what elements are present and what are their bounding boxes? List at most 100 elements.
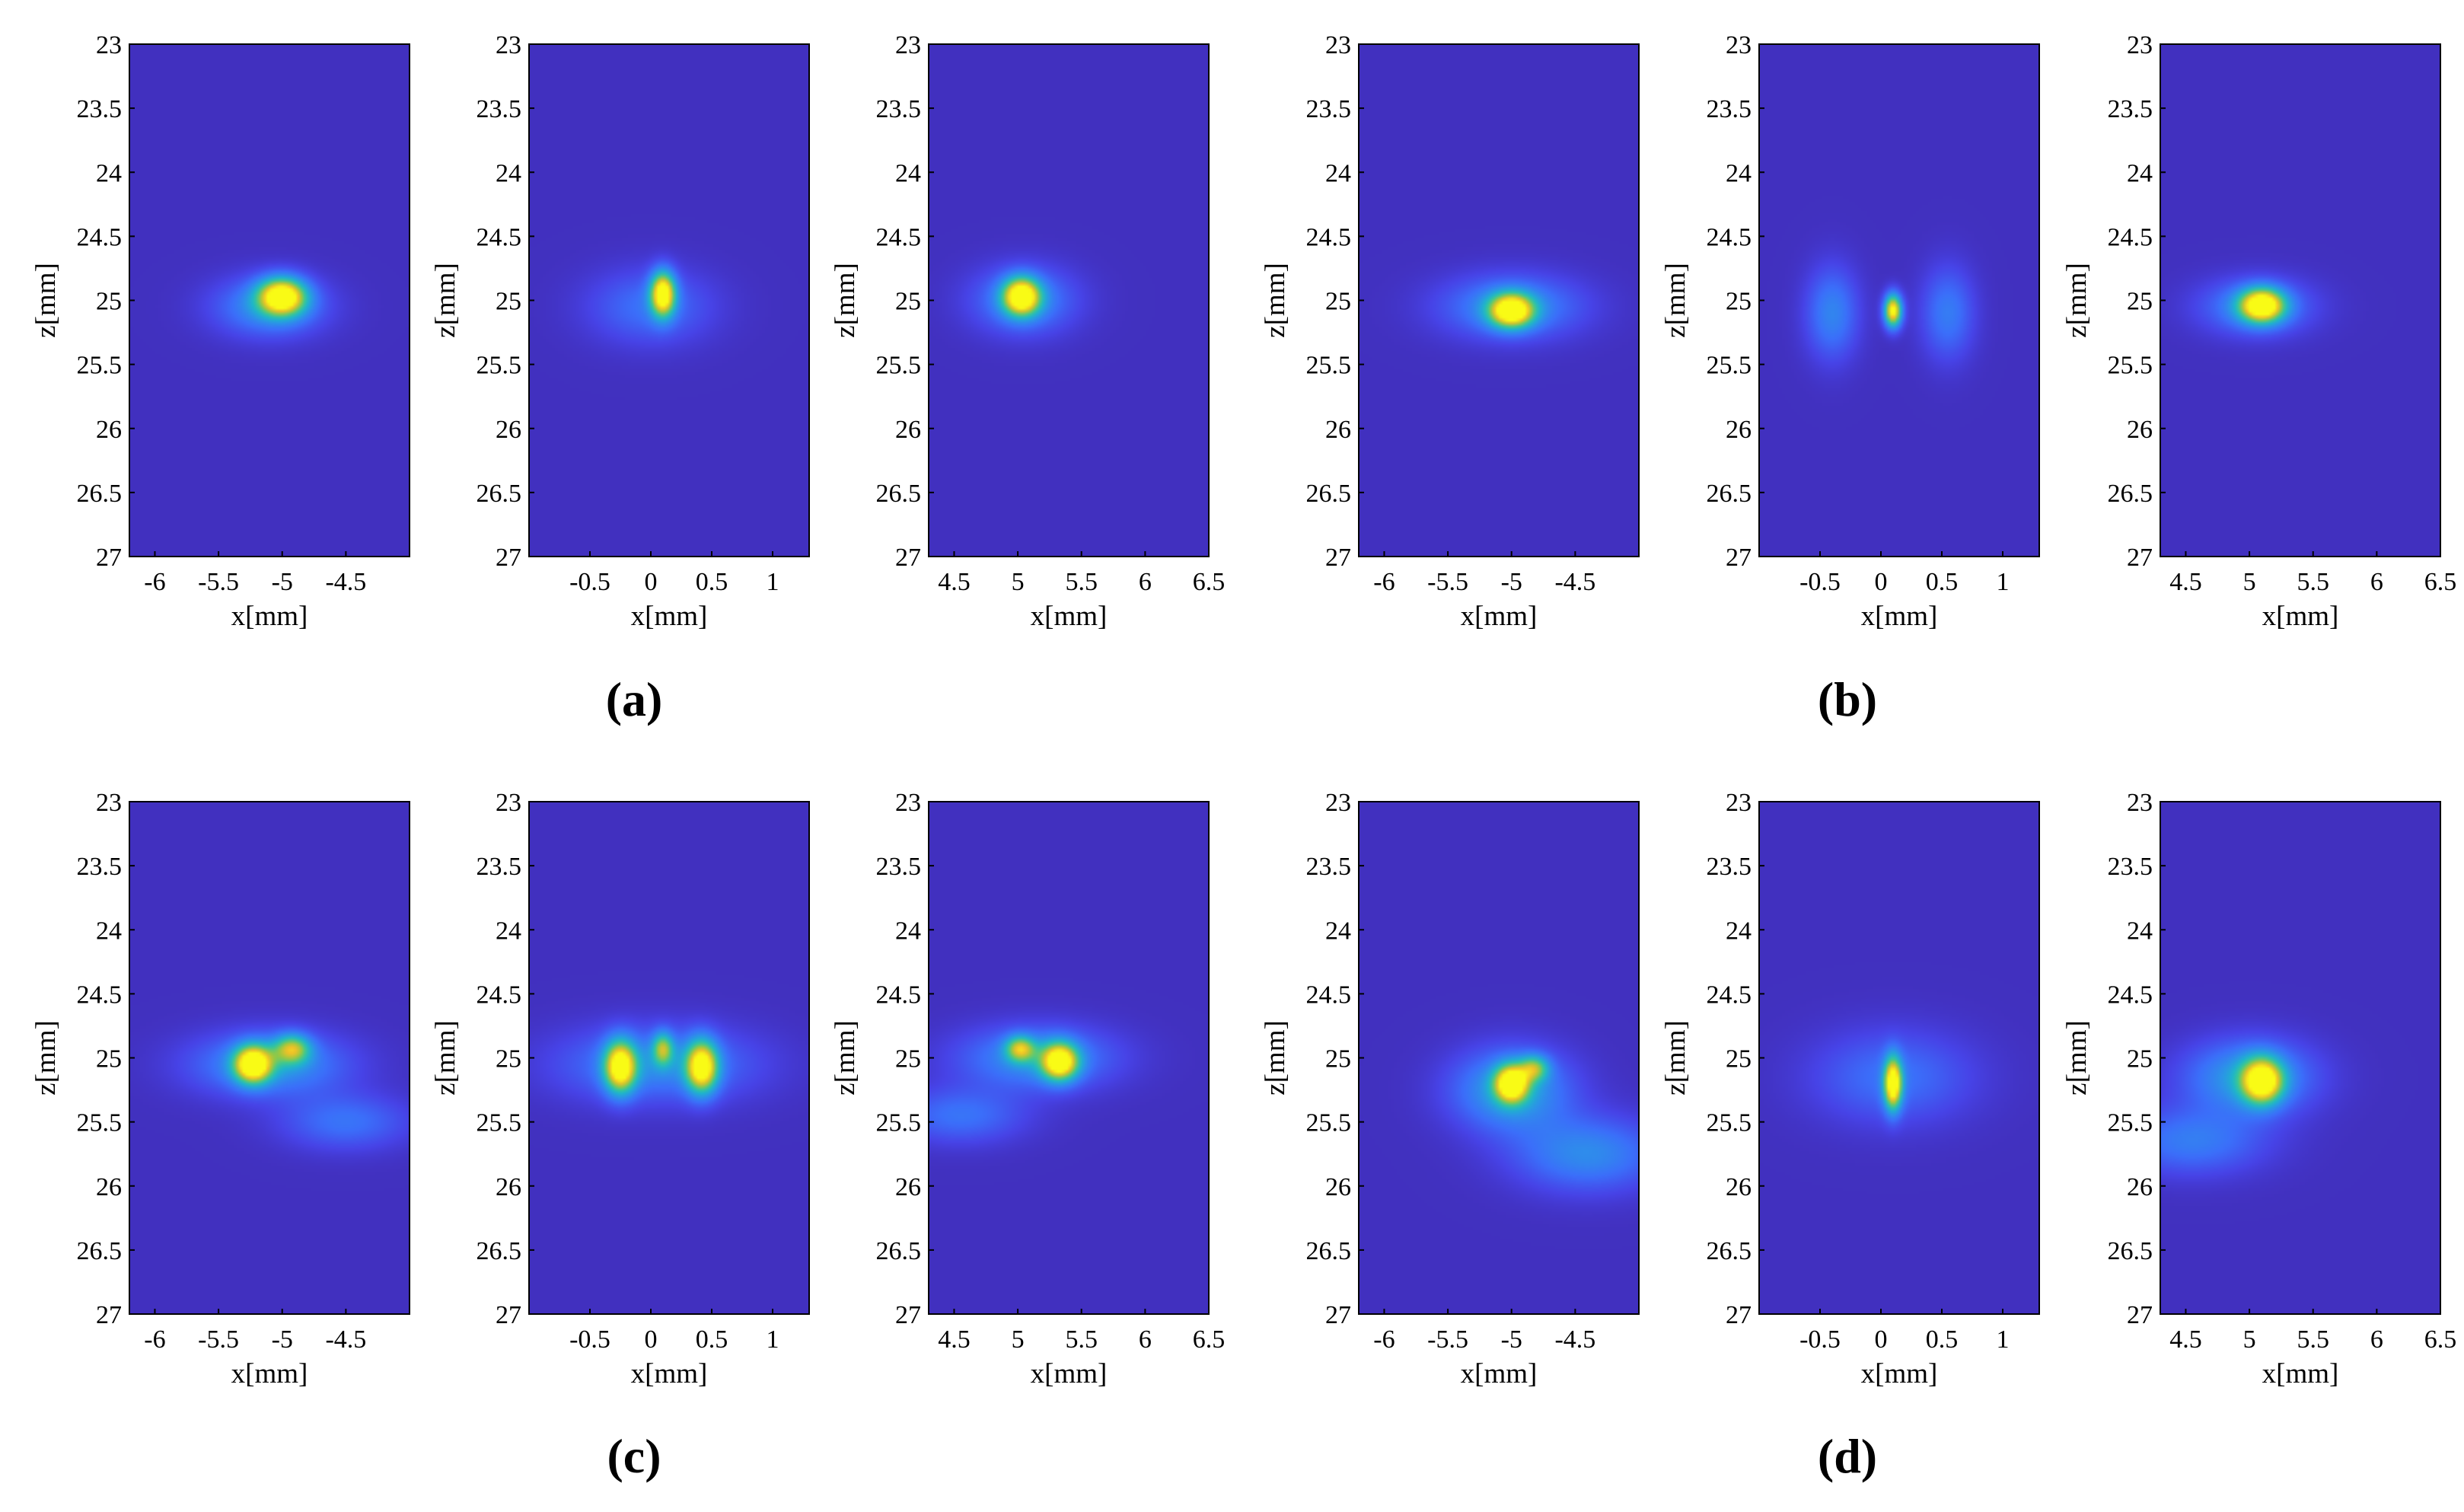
- y-tick-label: 26: [1726, 1173, 1752, 1201]
- caption-c: (c): [607, 1429, 661, 1483]
- y-tick-label: 27: [895, 1301, 921, 1329]
- y-tick-label: 24.5: [477, 981, 522, 1009]
- caption-a: (a): [606, 672, 663, 726]
- x-tick-label: -5: [1501, 568, 1522, 596]
- y-tick-label: 27: [96, 544, 122, 572]
- y-tick-label: 27: [2127, 544, 2153, 572]
- x-tick-label: -4.5: [1554, 568, 1595, 596]
- caption-d: (d): [1818, 1429, 1877, 1483]
- x-axis-label: x[mm]: [1461, 601, 1538, 632]
- x-tick-label: 1: [767, 1325, 779, 1354]
- x-tick-label: -5: [1501, 1325, 1522, 1354]
- y-tick-label: 26: [895, 416, 921, 444]
- y-tick-label: 24.5: [1306, 981, 1352, 1009]
- x-axis-label: x[mm]: [2262, 601, 2339, 632]
- x-tick-label: 4.5: [2169, 1325, 2202, 1354]
- y-tick-label: 25.5: [876, 1109, 922, 1137]
- panel-b3: 23 23.5 24 24.5 25 25.5 26 26.5 27 4.5 5 5.5 6 6.5 x[m…: [2061, 31, 2456, 632]
- y-tick-label: 23: [1325, 789, 1351, 817]
- panel-a2: 23 23.5 24 24.5 25 25.5 26 26.5 27 -0.5 0 0.5 1 x[mm]…: [430, 31, 810, 632]
- y-tick-label: 23.5: [2108, 853, 2153, 881]
- y-tick-label: 25.5: [77, 1109, 123, 1137]
- y-tick-label: 26.5: [1306, 1237, 1352, 1265]
- y-tick-label: 27: [1726, 544, 1752, 572]
- x-tick-label: -5: [272, 568, 293, 596]
- y-tick-label: 24.5: [477, 223, 522, 251]
- y-tick-label: 23: [1726, 789, 1752, 817]
- y-tick-label: 23.5: [477, 853, 522, 881]
- y-tick-label: 23: [96, 789, 122, 817]
- y-tick-label: 23.5: [1707, 95, 1752, 123]
- y-tick-label: 26: [1325, 416, 1351, 444]
- y-tick-label: 26.5: [477, 480, 522, 508]
- y-tick-label: 26.5: [477, 1237, 522, 1265]
- x-tick-label: -4.5: [325, 1325, 366, 1354]
- y-tick-label: 27: [895, 544, 921, 572]
- y-tick-label: 26.5: [876, 480, 922, 508]
- x-tick-label: -5.5: [198, 1325, 239, 1354]
- y-tick-label: 24: [1726, 917, 1752, 945]
- y-tick-label: 23: [96, 31, 122, 59]
- y-axis-label: z[mm]: [2061, 263, 2093, 338]
- x-axis-label: x[mm]: [231, 1358, 308, 1389]
- y-tick-label: 26.5: [1306, 480, 1352, 508]
- y-tick-label: 26.5: [1707, 480, 1752, 508]
- y-tick-label: 27: [96, 1301, 122, 1329]
- x-axis-label: x[mm]: [1861, 601, 1938, 632]
- x-tick-label: 1: [767, 568, 779, 596]
- y-tick-label: 23: [496, 31, 521, 59]
- x-tick-label: -0.5: [1799, 568, 1841, 596]
- x-tick-label: -4.5: [325, 568, 366, 596]
- y-tick-label: 24: [96, 917, 122, 945]
- x-tick-label: 5: [1012, 1325, 1025, 1354]
- y-tick-label: 24: [1325, 159, 1351, 187]
- y-tick-label: 26: [96, 416, 122, 444]
- y-tick-label: 23: [895, 789, 921, 817]
- y-tick-label: 27: [496, 544, 521, 572]
- y-tick-label: 24: [96, 159, 122, 187]
- x-tick-label: 5.5: [2297, 1325, 2329, 1354]
- y-axis-label: z[mm]: [1260, 263, 1291, 338]
- x-axis-label: x[mm]: [1031, 601, 1108, 632]
- heatmap-image: [529, 802, 809, 1314]
- panel-d2: 23 23.5 24 24.5 25 25.5 26 26.5 27 -0.5 0 0.5 1 x[mm]…: [1660, 789, 2040, 1389]
- y-tick-label: 23: [1325, 31, 1351, 59]
- y-tick-label: 25.5: [477, 352, 522, 380]
- panel-c3: 23 23.5 24 24.5 25 25.5 26 26.5 27 4.5 5 5.5 6 6.5 x[m…: [830, 789, 1225, 1389]
- x-tick-label: 0: [645, 568, 658, 596]
- y-tick-label: 25: [895, 1045, 921, 1073]
- y-axis-label: z[mm]: [830, 1020, 861, 1096]
- panel-c2: 23 23.5 24 24.5 25 25.5 26 26.5 27 -0.5 0 0.5 1 x[mm]…: [430, 789, 810, 1389]
- y-tick-label: 26: [1726, 416, 1752, 444]
- y-tick-label: 23.5: [2108, 95, 2153, 123]
- y-tick-label: 23.5: [1707, 853, 1752, 881]
- y-tick-label: 24.5: [876, 981, 922, 1009]
- x-tick-label: -5.5: [1427, 568, 1468, 596]
- y-tick-label: 25.5: [477, 1109, 522, 1137]
- x-axis-label: x[mm]: [1461, 1358, 1538, 1389]
- heatmap-image: [2160, 802, 2440, 1314]
- y-tick-label: 24: [1325, 917, 1351, 945]
- panel-d1: 23 23.5 24 24.5 25 25.5 26 26.5 27 -6 -5.5 -5 -4.5 x[…: [1260, 789, 1640, 1389]
- x-axis-label: x[mm]: [631, 1358, 708, 1389]
- y-tick-label: 25.5: [1306, 1109, 1352, 1137]
- y-tick-label: 23.5: [77, 853, 123, 881]
- x-tick-label: -5.5: [198, 568, 239, 596]
- x-tick-label: 6: [2370, 1325, 2383, 1354]
- y-tick-label: 25: [1726, 288, 1752, 316]
- y-tick-label: 25.5: [77, 352, 123, 380]
- x-tick-label: 5.5: [1065, 1325, 1098, 1354]
- y-tick-label: 23: [496, 789, 521, 817]
- heatmap-image: [2160, 44, 2440, 557]
- y-tick-label: 24: [895, 917, 921, 945]
- panels-layer: 23 23.5 24 24.5 25 25.5 26 26.5 27 -6 -5.5 -5 -4.5 x[…: [30, 31, 2456, 1389]
- y-tick-label: 26: [895, 1173, 921, 1201]
- heatmap-image: [929, 802, 1209, 1314]
- x-tick-label: -5: [272, 1325, 293, 1354]
- x-tick-label: 6: [1139, 568, 1152, 596]
- y-tick-label: 27: [496, 1301, 521, 1329]
- y-tick-label: 25: [96, 1045, 122, 1073]
- x-tick-label: 1: [1997, 1325, 2010, 1354]
- y-tick-label: 25.5: [1707, 352, 1752, 380]
- x-tick-label: 0.5: [696, 568, 728, 596]
